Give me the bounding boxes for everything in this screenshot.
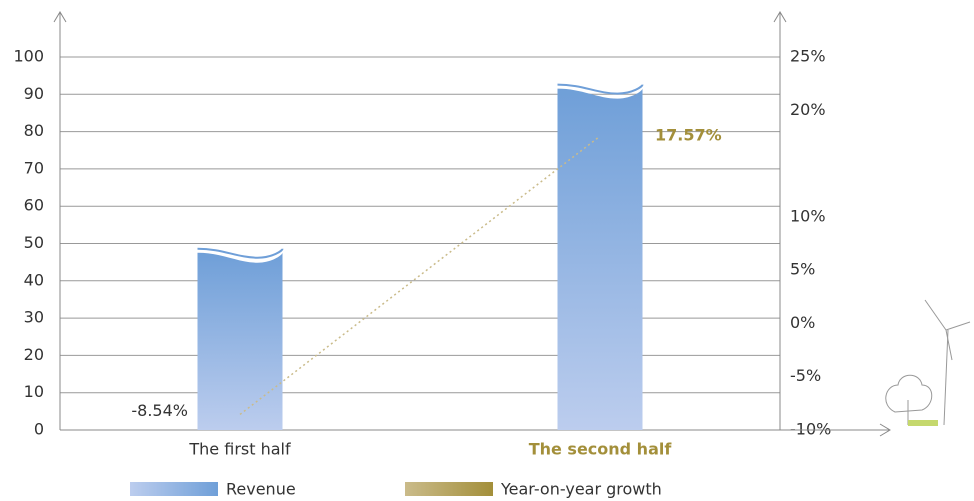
legend-label: Year-on-year growth xyxy=(500,480,662,499)
bar-break xyxy=(197,247,284,259)
legend-swatch xyxy=(130,482,218,496)
data-label: -8.54% xyxy=(131,401,188,420)
y2-tick-label: 20% xyxy=(790,100,826,119)
y2-axis xyxy=(773,11,787,430)
bar xyxy=(557,88,643,430)
y-tick-label: 60 xyxy=(24,196,44,215)
y-tick-label: 100 xyxy=(13,47,44,66)
y2-tick-label: -5% xyxy=(790,366,821,385)
y2-tick-label: 0% xyxy=(790,313,815,332)
growth-line xyxy=(239,135,601,416)
y-tick-label: 50 xyxy=(24,233,44,252)
legend-swatch xyxy=(405,482,493,496)
data-label: 17.57% xyxy=(655,126,722,145)
decoration xyxy=(885,299,971,426)
y2-tick-label: 10% xyxy=(790,206,826,225)
x-tick-label: The first half xyxy=(188,440,291,459)
y2-tick-label: -10% xyxy=(790,420,831,439)
y-tick-label: 0 xyxy=(34,420,44,439)
y-tick-label: 20 xyxy=(24,345,44,364)
bar xyxy=(197,252,283,430)
legend-label: Revenue xyxy=(226,480,296,499)
y-tick-label: 70 xyxy=(24,158,44,177)
x-tick-label: The second half xyxy=(529,440,673,459)
y-tick-label: 30 xyxy=(24,308,44,327)
y-axis xyxy=(53,11,67,430)
y2-tick-label: 5% xyxy=(790,260,815,279)
x-axis xyxy=(60,423,891,437)
y-tick-label: 10 xyxy=(24,382,44,401)
y-tick-label: 80 xyxy=(24,121,44,140)
y-tick-label: 40 xyxy=(24,270,44,289)
y2-tick-label: 25% xyxy=(790,47,826,66)
bar-break xyxy=(557,83,644,95)
y-tick-label: 90 xyxy=(24,84,44,103)
